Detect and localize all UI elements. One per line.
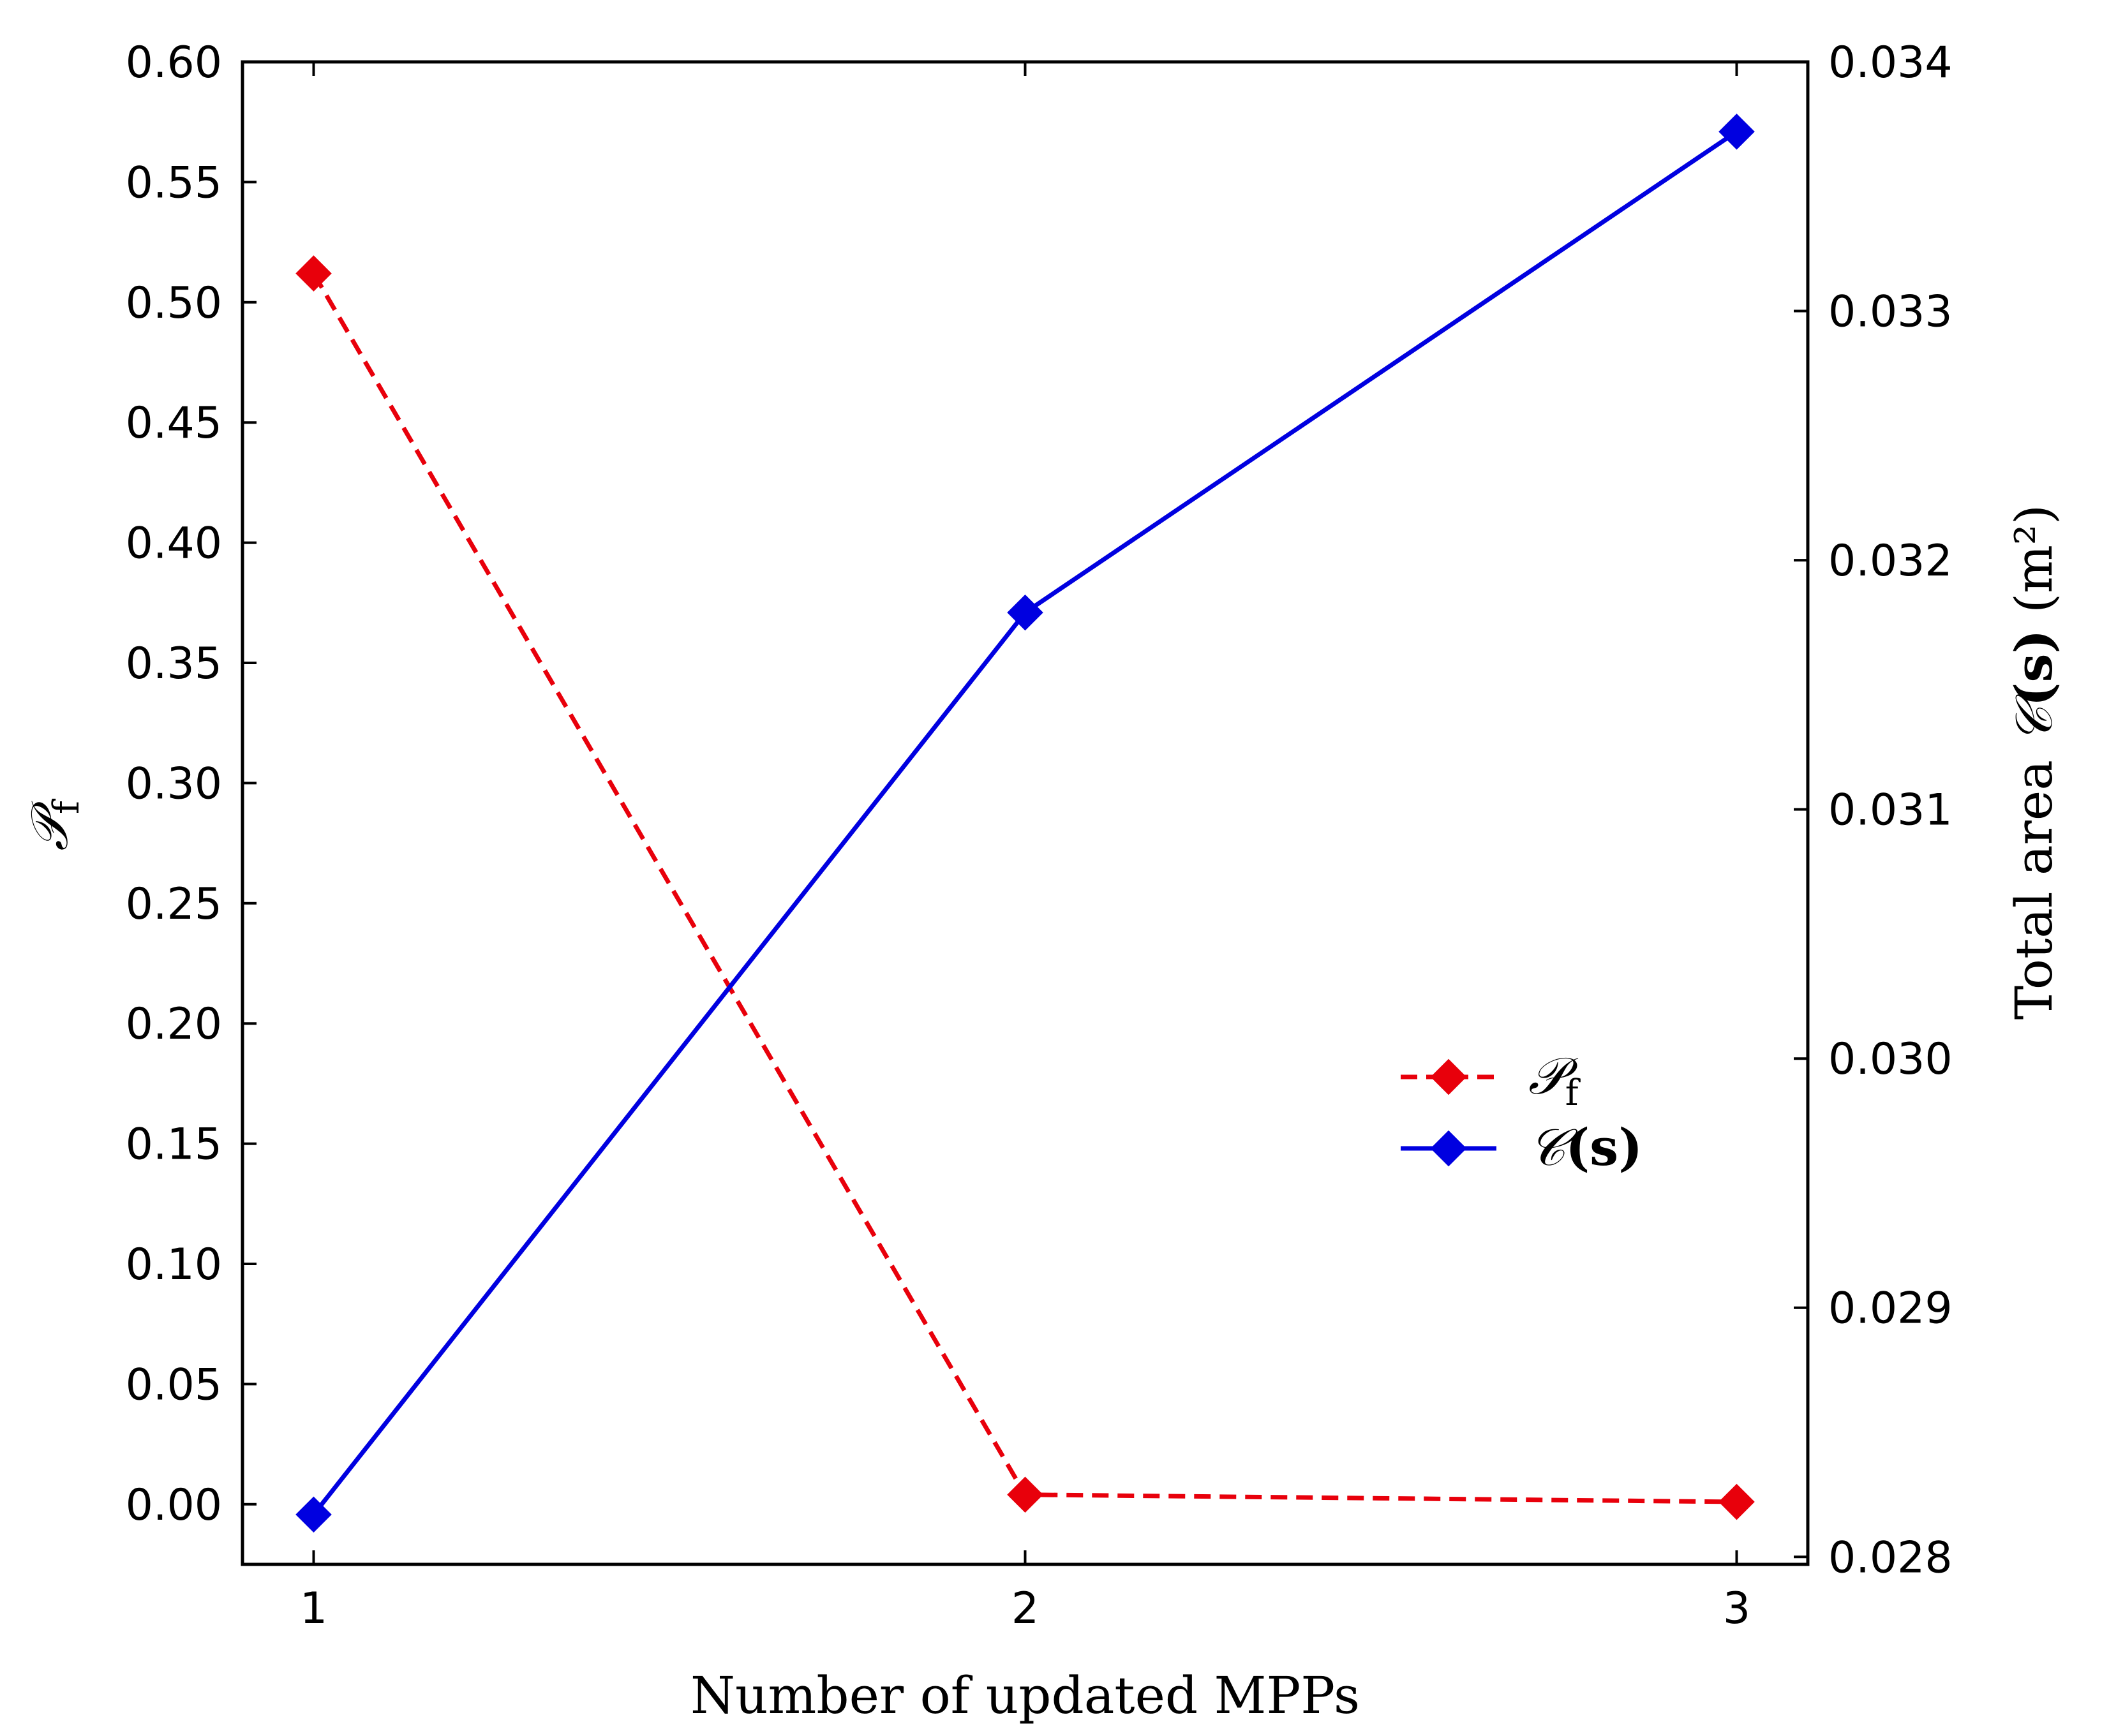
- left-y-tick-label: 0.05: [126, 1360, 222, 1410]
- left-y-tick-label: 0.35: [126, 639, 222, 689]
- left-y-tick-label: 0.60: [126, 38, 222, 88]
- series-point-cs: [1007, 594, 1043, 631]
- right-y-tick-label: 0.033: [1828, 287, 1953, 338]
- right-y-axis-title: Total area 𝒞(s) (m²): [2004, 505, 2064, 1020]
- legend-entry-cs: 𝒞(s): [1401, 1117, 1643, 1177]
- x-axis: 1 2 3: [300, 62, 1750, 1634]
- left-y-axis: 0.00 0.05 0.10 0.15 0.20 0.25 0.30 0.35 0.40 0.45…: [126, 38, 257, 1531]
- legend-cs-label-rest: (s): [1565, 1117, 1643, 1177]
- x-tick-label: 2: [1011, 1584, 1039, 1634]
- legend-pf-marker: [1430, 1058, 1467, 1095]
- left-y-tick-label: 0.25: [126, 879, 222, 930]
- x-axis-title: Number of updated MPPs: [690, 1666, 1360, 1725]
- left-y-tick-label: 0.00: [126, 1480, 222, 1531]
- legend-cs-marker: [1430, 1130, 1467, 1167]
- legend-cs-label: 𝒞(s): [1528, 1117, 1643, 1177]
- right-y-axis-title-unit: (m²): [2004, 505, 2064, 630]
- series-point-cs: [1718, 114, 1755, 150]
- series-point-cs: [295, 1496, 332, 1533]
- left-y-tick-label: 0.45: [126, 398, 222, 449]
- left-y-tick-label: 0.40: [126, 519, 222, 569]
- right-y-tick-label: 0.029: [1828, 1284, 1953, 1334]
- right-y-tick-label: 0.031: [1828, 785, 1953, 836]
- right-y-tick-label: 0.034: [1828, 38, 1953, 88]
- left-y-tick-label: 0.50: [126, 278, 222, 329]
- legend: 𝒫f 𝒞(s): [1401, 1046, 1643, 1177]
- right-y-tick-label: 0.032: [1828, 536, 1953, 586]
- right-y-axis-title-prefix: Total area: [2004, 744, 2064, 1020]
- right-y-axis: 0.028 0.029 0.030 0.031 0.032 0.033 0.034: [1794, 38, 1953, 1583]
- right-y-tick-label: 0.028: [1828, 1532, 1953, 1583]
- legend-entry-pf: 𝒫f: [1401, 1046, 1581, 1114]
- left-y-tick-label: 0.20: [126, 999, 222, 1050]
- x-tick-label: 3: [1723, 1584, 1750, 1634]
- left-y-tick-label: 0.15: [126, 1120, 222, 1170]
- left-y-tick-label: 0.55: [126, 158, 222, 208]
- series-point-pf: [1718, 1483, 1755, 1520]
- right-y-tick-label: 0.030: [1828, 1034, 1953, 1085]
- series-point-pf: [1007, 1476, 1043, 1513]
- x-tick-label: 1: [300, 1584, 327, 1634]
- left-y-tick-label: 0.30: [126, 759, 222, 809]
- right-y-axis-title-s: (s): [2004, 630, 2064, 707]
- left-y-tick-label: 0.10: [126, 1240, 222, 1290]
